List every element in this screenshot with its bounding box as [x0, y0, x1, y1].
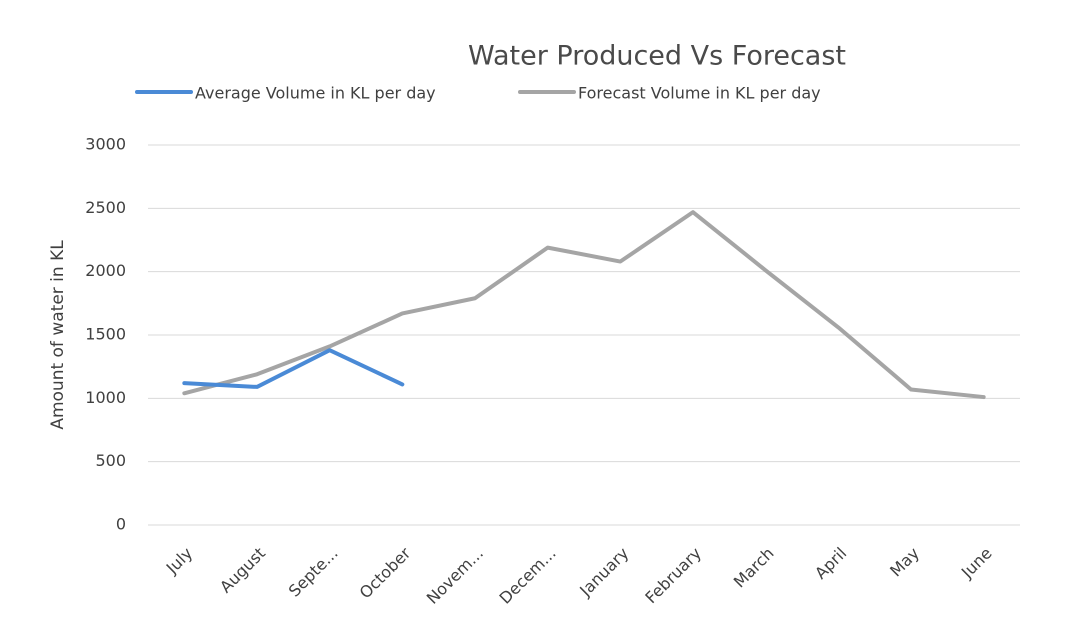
y-tick-label: 1500: [85, 325, 126, 344]
series-line: [182, 210, 986, 400]
legend-label: Forecast Volume in KL per day: [578, 84, 821, 103]
y-tick-label: 2000: [85, 261, 126, 280]
y-tick-label: 1000: [85, 388, 126, 407]
chart-title: Water Produced Vs Forecast: [468, 41, 846, 72]
y-tick-label: 500: [95, 451, 126, 470]
legend-label: Average Volume in KL per day: [195, 84, 436, 103]
y-tick-label: 2500: [85, 198, 126, 217]
y-axis-label: Amount of water in KL: [48, 240, 68, 430]
y-tick-label: 0: [116, 515, 126, 534]
series-line: [182, 348, 405, 389]
y-tick-label: 3000: [85, 135, 126, 154]
